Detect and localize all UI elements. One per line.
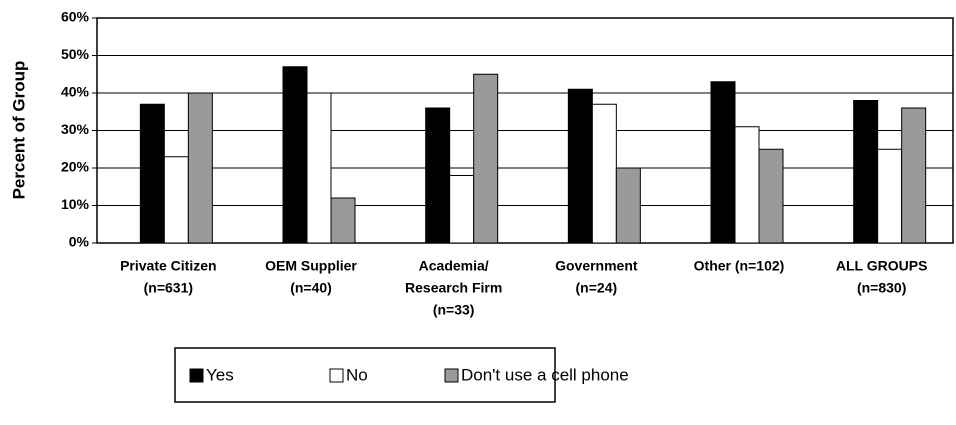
legend-label: Yes — [206, 365, 234, 384]
bar — [425, 107, 451, 244]
bar — [615, 167, 641, 244]
y-tick-label: 10% — [61, 196, 90, 212]
bar — [449, 175, 475, 244]
y-tick-label: 60% — [61, 9, 90, 25]
x-tick-label: OEM Supplier — [265, 258, 357, 274]
x-tick-label: (n=33) — [433, 302, 475, 318]
bar — [282, 66, 308, 244]
bar — [473, 73, 499, 244]
legend-label: Don't use a cell phone — [461, 365, 629, 384]
y-axis-label: Percent of Group — [9, 61, 28, 200]
x-tick-label: (n=24) — [576, 280, 618, 296]
bar — [567, 88, 593, 244]
y-tick-label: 40% — [61, 84, 90, 100]
bar — [758, 148, 784, 244]
x-tick-label: Other (n=102) — [694, 258, 785, 274]
y-tick-label: 0% — [69, 234, 90, 250]
legend-swatch — [189, 368, 204, 383]
legend-swatch — [444, 368, 459, 383]
bar — [734, 126, 760, 244]
bar — [853, 100, 879, 244]
bar — [591, 103, 617, 244]
y-tick-label: 30% — [61, 121, 90, 137]
legend-label: No — [346, 365, 368, 384]
x-tick-label: ALL GROUPS — [836, 258, 928, 274]
bar — [187, 92, 213, 244]
x-tick-label: Government — [555, 258, 638, 274]
bar — [139, 103, 165, 244]
x-tick-label: (n=40) — [290, 280, 332, 296]
bar — [163, 156, 189, 244]
y-tick-label: 50% — [61, 46, 90, 62]
plot-frame — [96, 17, 954, 244]
bar — [710, 81, 736, 244]
bar — [330, 197, 356, 244]
bar — [901, 107, 927, 244]
x-tick-label: (n=631) — [144, 280, 193, 296]
x-tick-label: Research Firm — [405, 280, 502, 296]
bar — [306, 92, 332, 244]
bar — [877, 148, 903, 244]
x-tick-label: Private Citizen — [120, 258, 216, 274]
x-tick-label: Academia/ — [419, 258, 489, 274]
legend-swatch — [329, 368, 344, 383]
y-tick-label: 20% — [61, 159, 90, 175]
legend-box — [174, 347, 556, 403]
x-tick-label: (n=830) — [857, 280, 906, 296]
